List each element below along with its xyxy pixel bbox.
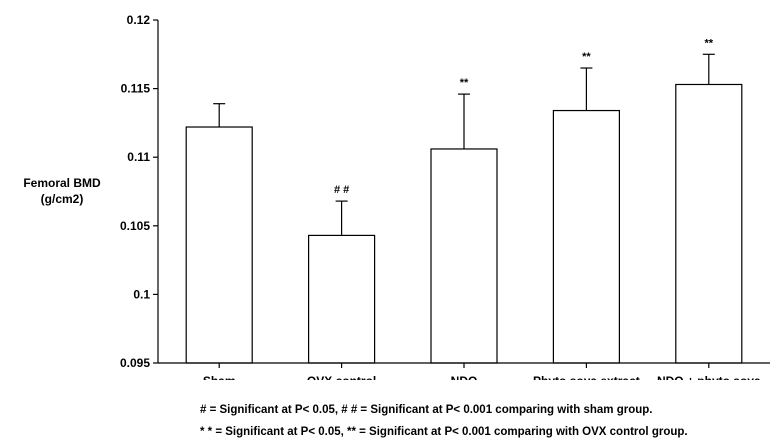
y-tick-label: 0.11	[127, 150, 150, 164]
x-axis: Sham OVX control NDO Phyto soya extract NDO …	[158, 362, 770, 380]
y-tick-label: 0.105	[120, 219, 150, 233]
y-tick-label: 0.1	[133, 287, 150, 301]
footnote-ovx-significance: * * = Significant at P< 0.05, ** = Signi…	[200, 426, 688, 438]
y-tick-label: 0.095	[120, 356, 150, 370]
bar	[552, 109, 621, 364]
significance-label: **	[582, 51, 591, 63]
y-tick-label: 0.12	[127, 13, 151, 27]
bar-chart: Femoral BMD (g/cm2) 0.095 0.1 0.105 0.11 0.1…	[23, 13, 770, 380]
significance-label: **	[460, 77, 469, 89]
significance-label: # #	[334, 184, 349, 196]
bar	[675, 83, 743, 364]
y-axis: 0.095 0.1 0.105 0.11 0.115 0.12	[120, 13, 159, 370]
y-axis-label-line2: (g/cm2)	[41, 192, 84, 206]
y-tick-label: 0.115	[121, 82, 151, 96]
y-axis-label-line1: Femoral BMD	[23, 176, 101, 190]
x-category-label: NDO	[451, 374, 478, 380]
bar	[308, 234, 376, 364]
bar	[185, 126, 253, 364]
x-category-label: OVX control	[307, 374, 376, 380]
x-category-label: Sham	[203, 374, 236, 380]
footnote-sham-significance: # = Significant at P< 0.05, # # = Signif…	[200, 404, 653, 416]
x-category-label: Phyto soya extract	[533, 374, 640, 380]
bar	[430, 148, 498, 364]
x-category-label: NDO + phyto soya	[657, 374, 761, 380]
significance-label: **	[705, 37, 714, 49]
bars-group: # # ** ** **	[185, 37, 743, 364]
